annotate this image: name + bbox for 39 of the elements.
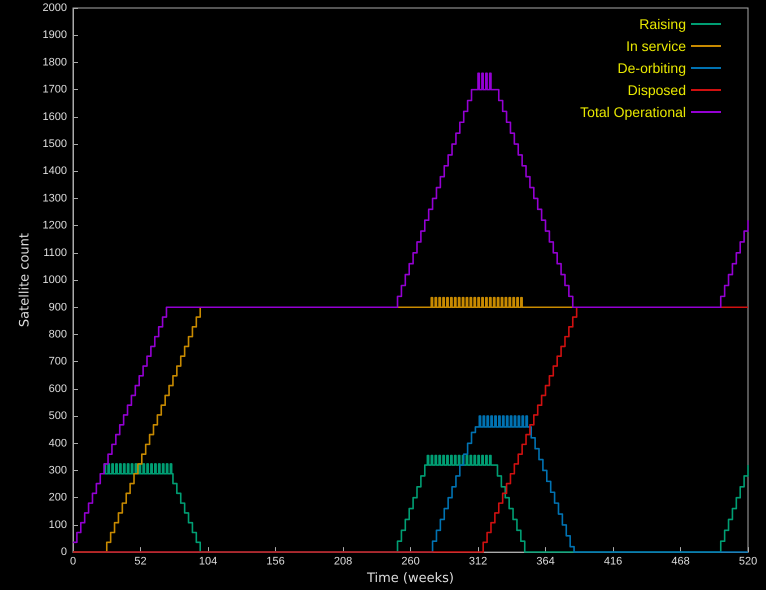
x-tick-label: 468 [671,556,690,568]
y-tick-label: 1800 [42,56,67,68]
x-tick-label: 312 [468,556,488,568]
y-tick-label: 300 [48,464,67,476]
x-tick-label: 520 [738,556,758,568]
y-tick-label: 1200 [42,220,67,232]
y-tick-label: 1300 [42,192,67,204]
x-axis-title: Time (weeks) [366,571,454,586]
x-tick-label: 104 [198,556,218,568]
x-tick-label: 416 [604,556,622,568]
y-axis-title: Satellite count [18,233,33,328]
legend-label: Raising [639,16,686,32]
y-tick-label: 2000 [42,2,67,14]
x-tick-label: 208 [334,556,352,568]
y-tick-label: 1400 [42,165,67,178]
x-tick-label: 0 [70,556,76,568]
y-tick-label: 0 [60,546,67,558]
legend-label: De-orbiting [618,60,686,76]
x-tick-label: 156 [266,556,285,568]
x-tick-label: 52 [134,556,147,568]
y-tick-label: 1000 [42,274,67,286]
y-tick-label: 600 [48,382,67,395]
y-tick-label: 500 [48,410,67,422]
y-tick-label: 1500 [42,138,67,150]
y-tick-label: 1900 [42,29,67,42]
y-tick-label: 1600 [42,110,67,123]
legend-label: Disposed [628,82,686,98]
legend-label: In service [626,38,686,54]
y-tick-label: 800 [48,328,67,340]
legend-label: Total Operational [580,104,686,120]
y-tick-label: 900 [48,301,67,314]
x-tick-label: 364 [536,556,555,568]
y-tick-label: 700 [48,356,67,368]
y-tick-label: 200 [48,492,67,504]
y-tick-label: 100 [48,518,67,531]
y-tick-label: 1700 [42,84,67,96]
y-tick-label: 1100 [43,246,67,259]
y-tick-label: 400 [48,437,67,450]
x-tick-label: 260 [401,556,420,568]
